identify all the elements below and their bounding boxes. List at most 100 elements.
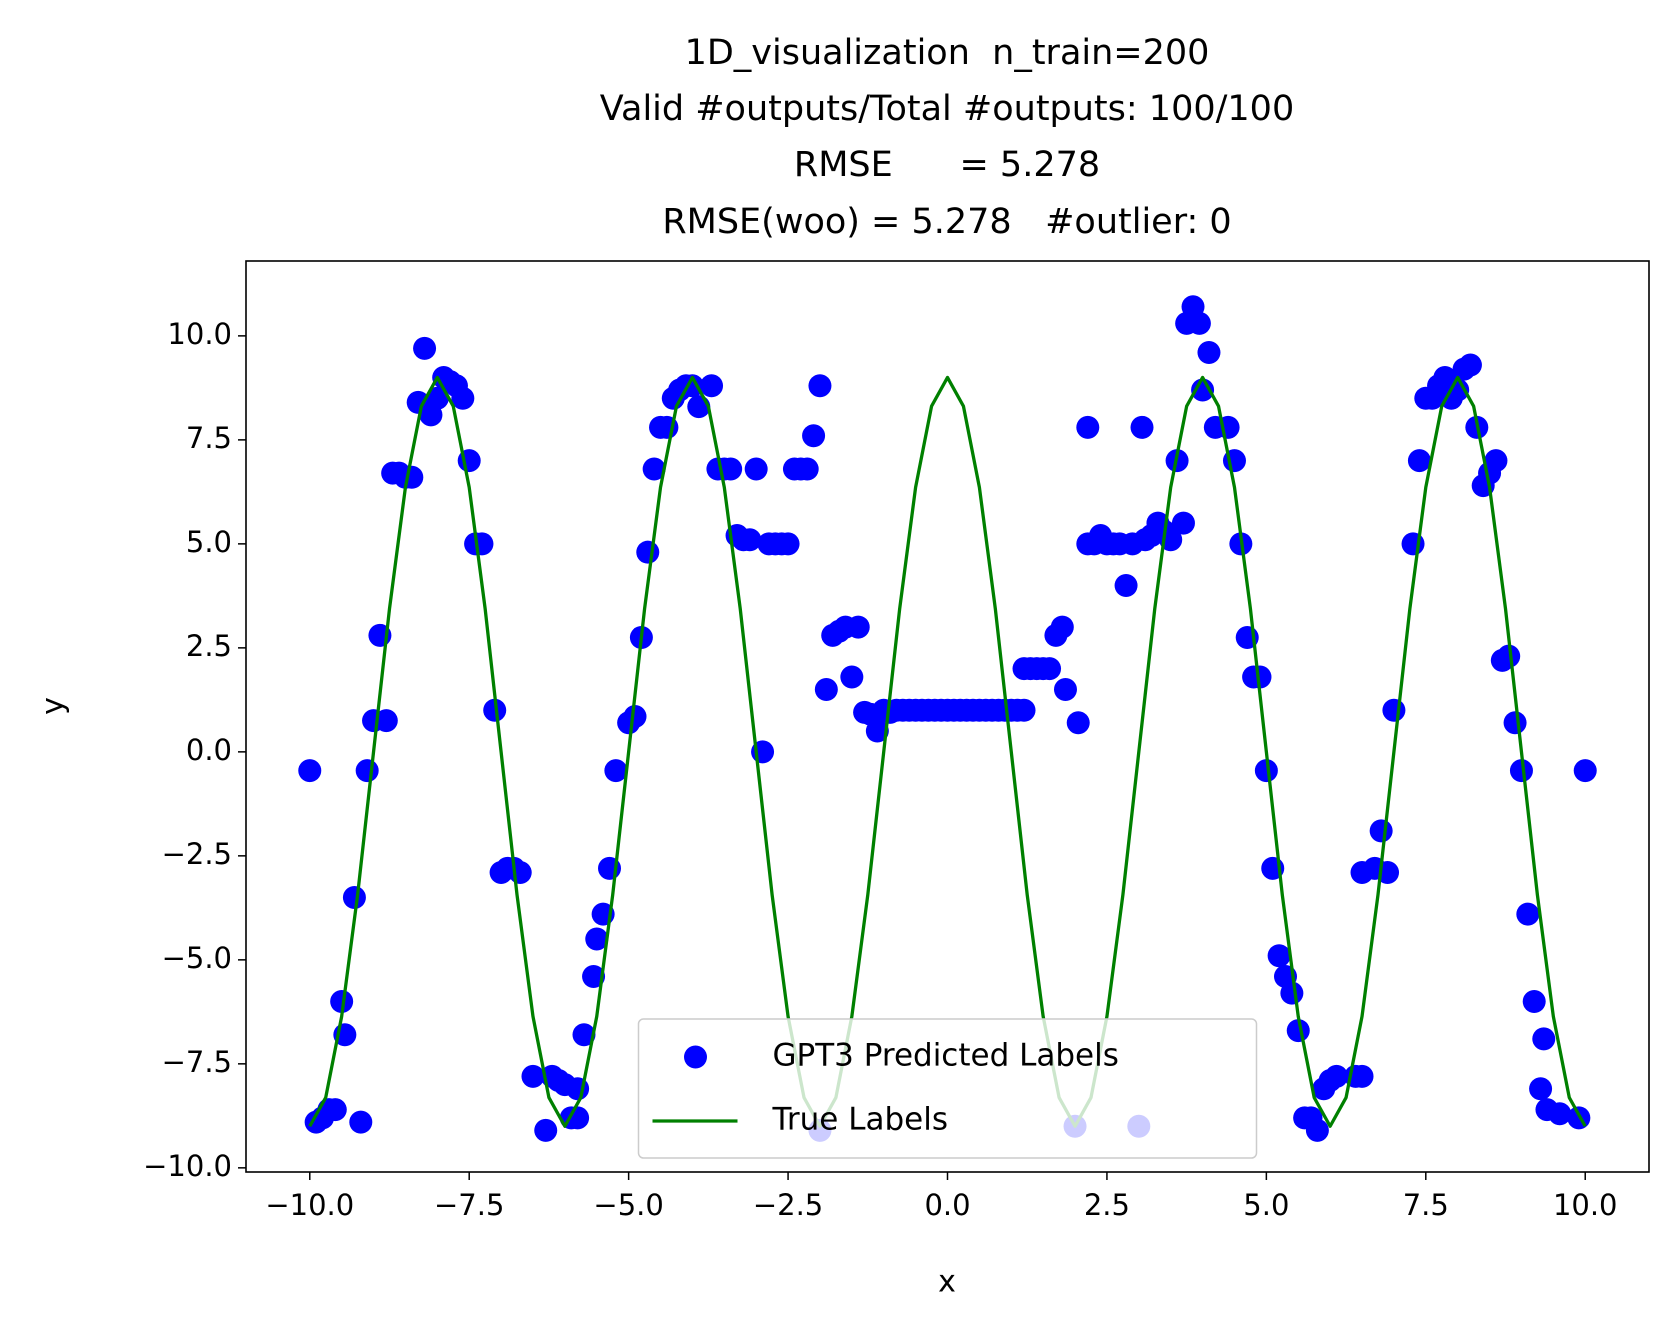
scatter-point [1382,698,1406,722]
scatter-point [776,532,800,556]
chart-title: Valid #outputs/Total #outputs: 100/100 [600,89,1294,129]
scatter-point [623,705,647,728]
y-tick-label: −5.0 [162,941,232,975]
scatter-point [1187,311,1211,335]
scatter-point [298,759,322,783]
scatter-point [636,540,660,564]
scatter-point [1305,1118,1329,1142]
y-axis-label: y [36,697,71,715]
scatter-point [483,698,507,722]
x-axis-label: x [938,1265,956,1300]
scatter-point [1516,902,1540,926]
scatter-point [808,374,832,398]
scatter-point [582,964,606,988]
scatter-point [1280,981,1304,1005]
scatter-point [349,1110,373,1134]
scatter-point [1369,819,1393,843]
scatter-point [1497,644,1521,668]
scatter-point [1248,665,1272,689]
chart-title: RMSE(woo) = 5.278 #outlier: 0 [662,202,1231,242]
scatter-point [814,677,838,701]
y-tick-label: −10.0 [143,1149,232,1183]
chart-title: RMSE = 5.278 [794,145,1100,185]
scatter-point [374,709,398,733]
scatter-point [1267,944,1291,968]
scatter-point [521,1064,545,1088]
scatter-point [1130,415,1154,439]
x-tick-label: 2.5 [1084,1188,1130,1222]
scatter-point [700,374,724,398]
scatter-point [355,759,379,783]
scatter-point [1529,1077,1553,1101]
scatter-point [795,457,819,481]
legend-label: True Labels [772,1102,948,1138]
x-tick-label: 5.0 [1243,1188,1289,1222]
plot-area [298,295,1597,1142]
scatter-point [1484,449,1508,473]
x-tick-label: 10.0 [1553,1188,1618,1222]
scatter-point [1503,711,1527,735]
scatter-point [400,465,424,489]
scatter-point [413,336,437,360]
y-tick-label: 5.0 [186,525,232,559]
y-tick-label: 2.5 [186,629,232,663]
scatter-point [1053,677,1077,701]
scatter-point [1038,657,1062,681]
x-tick-label: 0.0 [924,1188,970,1222]
scatter-point [425,386,449,410]
scatter-point [719,457,743,481]
legend-box [637,1018,1258,1159]
scatter-point [1522,989,1546,1013]
scatter-point [1286,1019,1310,1043]
scatter-point [323,1098,347,1122]
y-tick-label: 7.5 [186,421,232,455]
x-tick-label: −2.5 [753,1188,823,1222]
scatter-point [738,528,762,552]
scatter-point [744,457,768,481]
scatter-point [1548,1102,1572,1126]
x-tick-label: −10.0 [265,1188,354,1222]
x-tick-label: 7.5 [1403,1188,1449,1222]
scatter-point [1066,711,1090,735]
scatter-point [585,927,609,951]
axes-frame [245,260,1650,1173]
scatter-point [1076,415,1100,439]
y-tick-label: −7.5 [162,1045,232,1079]
y-tick-label: 0.0 [186,733,232,767]
scatter-point [604,759,628,783]
line [308,375,1587,1128]
scatter-point [642,457,666,481]
legend-marker [684,1045,707,1069]
chart-title: 1D_visualization n_train=200 [685,33,1210,73]
scatter-point [680,374,704,398]
scatter-point [865,719,889,743]
scatter-point [840,665,864,689]
scatter-point [1509,759,1533,783]
scatter-point [1191,378,1215,402]
scatter-point [1114,573,1138,597]
legend-label: GPT3 Predicted Labels [773,1038,1119,1074]
scatter-point [1446,378,1470,402]
x-tick-label: −5.0 [593,1188,663,1222]
scatter-point [802,424,826,448]
scatter-point [572,1023,596,1047]
y-tick-label: 10.0 [167,317,232,351]
scatter-point [1350,1064,1374,1088]
scatter-point [451,386,475,410]
x-tick-label: −7.5 [434,1188,504,1222]
scatter-point [1325,1064,1349,1088]
scatter-point [1532,1027,1556,1051]
scatter-point [1407,449,1431,473]
scatter-point [1050,615,1074,639]
scatter-point [846,615,870,639]
scatter-point [534,1118,558,1142]
scatter-point [1171,511,1195,535]
scatter-point [1254,759,1278,783]
y-tick-label: −2.5 [162,837,232,871]
scatter-point [1197,341,1221,365]
scatter-point [1573,759,1597,783]
scatter-point [342,885,366,909]
scatter-point [1458,353,1482,377]
